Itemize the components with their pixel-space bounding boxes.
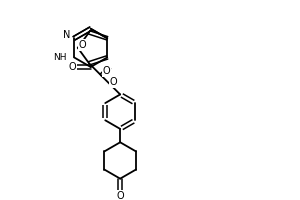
Text: O: O [79,40,86,50]
Text: N: N [63,30,70,40]
Text: O: O [103,66,110,76]
Text: O: O [69,62,76,72]
Text: O: O [116,191,124,200]
Text: O: O [110,77,117,87]
Text: NH: NH [53,53,66,62]
